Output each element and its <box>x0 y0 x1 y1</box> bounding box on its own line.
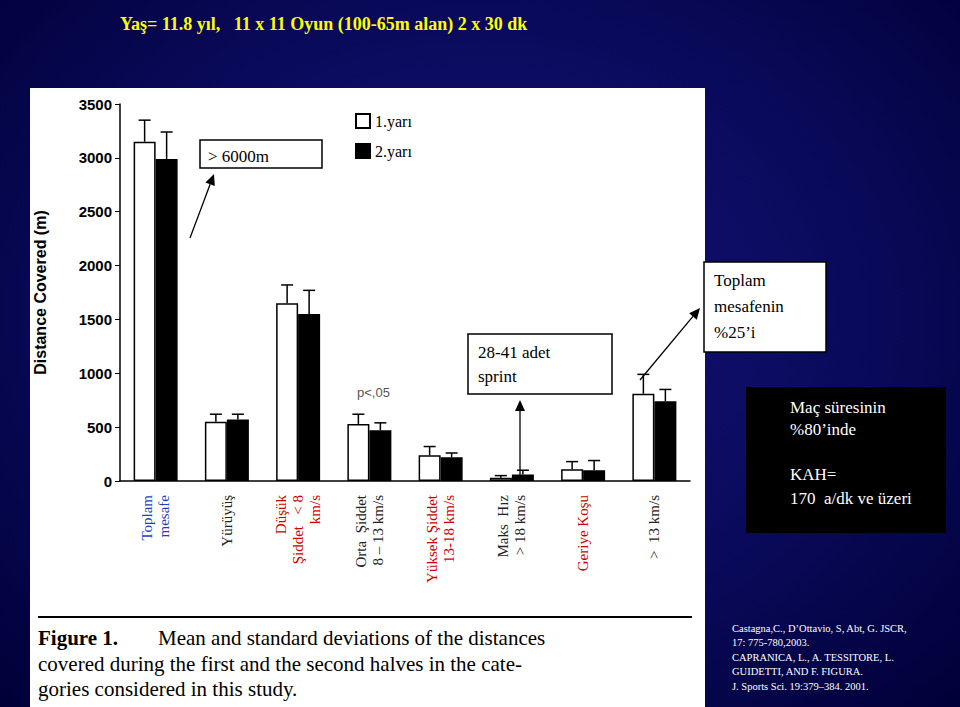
svg-text:mesafenin: mesafenin <box>714 297 784 316</box>
svg-text:CAPRANICA, L., A. TESSITORE, L: CAPRANICA, L., A. TESSITORE, L. <box>732 652 894 663</box>
svg-text:> 13 km/s: > 13 km/s <box>646 495 662 559</box>
svg-text:0: 0 <box>104 473 112 490</box>
svg-text:Figure 1.: Figure 1. <box>38 626 118 650</box>
svg-text:13-18 km/s: 13-18 km/s <box>441 495 457 563</box>
svg-text:Yüksek Şiddet: Yüksek Şiddet <box>424 494 440 583</box>
svg-text:1000: 1000 <box>79 365 112 382</box>
svg-text:8 – 13 km/s: 8 – 13 km/s <box>370 495 386 566</box>
svg-text:Yaş= 11.8 yıl, 11 x 11 Oyun: Yaş= 11.8 yıl, 11 x 11 Oyun (100-65m ala… <box>120 14 527 35</box>
svg-text:2500: 2500 <box>79 203 112 220</box>
svg-text:2000: 2000 <box>79 257 112 274</box>
svg-text:28-41 adet: 28-41 adet <box>478 343 551 362</box>
svg-text:mesafe: mesafe <box>156 495 172 538</box>
svg-text:Orta Şiddet: Orta Şiddet <box>353 494 369 567</box>
svg-text:2.yarı: 2.yarı <box>375 143 412 161</box>
svg-text:Geriye Koşu: Geriye Koşu <box>575 495 591 572</box>
svg-text:covered during the first and t: covered during the first and the second … <box>38 652 522 676</box>
svg-text:Distance Covered (m): Distance Covered (m) <box>32 210 49 375</box>
svg-text:Castagna,C., D’Ottavio, S, Abt: Castagna,C., D’Ottavio, S, Abt, G. JSCR, <box>732 623 907 634</box>
svg-text:3500: 3500 <box>79 96 112 113</box>
svg-text:km/s: km/s <box>307 495 323 524</box>
svg-text:3000: 3000 <box>79 149 112 166</box>
svg-text:500: 500 <box>87 419 112 436</box>
svg-text:1500: 1500 <box>79 311 112 328</box>
svg-text:Maç süresinin: Maç süresinin <box>790 398 886 417</box>
svg-text:gories considered in this stud: gories considered in this study. <box>38 677 297 701</box>
svg-text:GUIDETTI, AND F. FIGURA.: GUIDETTI, AND F. FIGURA. <box>732 666 863 677</box>
svg-text:Toplam: Toplam <box>139 495 155 541</box>
svg-text:Yürüyüş: Yürüyüş <box>219 495 235 547</box>
svg-text:Maks Hız: Maks Hız <box>495 495 511 558</box>
svg-text:%25’i: %25’i <box>714 323 756 342</box>
svg-text:Şiddet < 8: Şiddet < 8 <box>290 495 306 564</box>
svg-text:KAH=: KAH= <box>790 465 836 484</box>
svg-text:sprint: sprint <box>478 367 517 386</box>
svg-text:170 a/dk ve üzeri: 170 a/dk ve üzeri <box>790 489 912 508</box>
svg-text:Mean and standard deviations o: Mean and standard deviations of the dist… <box>158 626 545 650</box>
svg-text:Toplam: Toplam <box>714 271 766 290</box>
svg-text:p<,05: p<,05 <box>357 385 390 400</box>
svg-text:1.yarı: 1.yarı <box>375 113 412 131</box>
svg-text:17: 775-780,2003.: 17: 775-780,2003. <box>732 637 809 648</box>
svg-text:J. Sports Sci. 19:379–384. 200: J. Sports Sci. 19:379–384. 2001. <box>732 681 869 692</box>
svg-text:> 6000m: > 6000m <box>208 147 269 166</box>
svg-text:%80’inde: %80’inde <box>790 420 856 439</box>
svg-text:> 18 km/s: > 18 km/s <box>512 495 528 555</box>
svg-text:Düşük: Düşük <box>273 495 289 535</box>
